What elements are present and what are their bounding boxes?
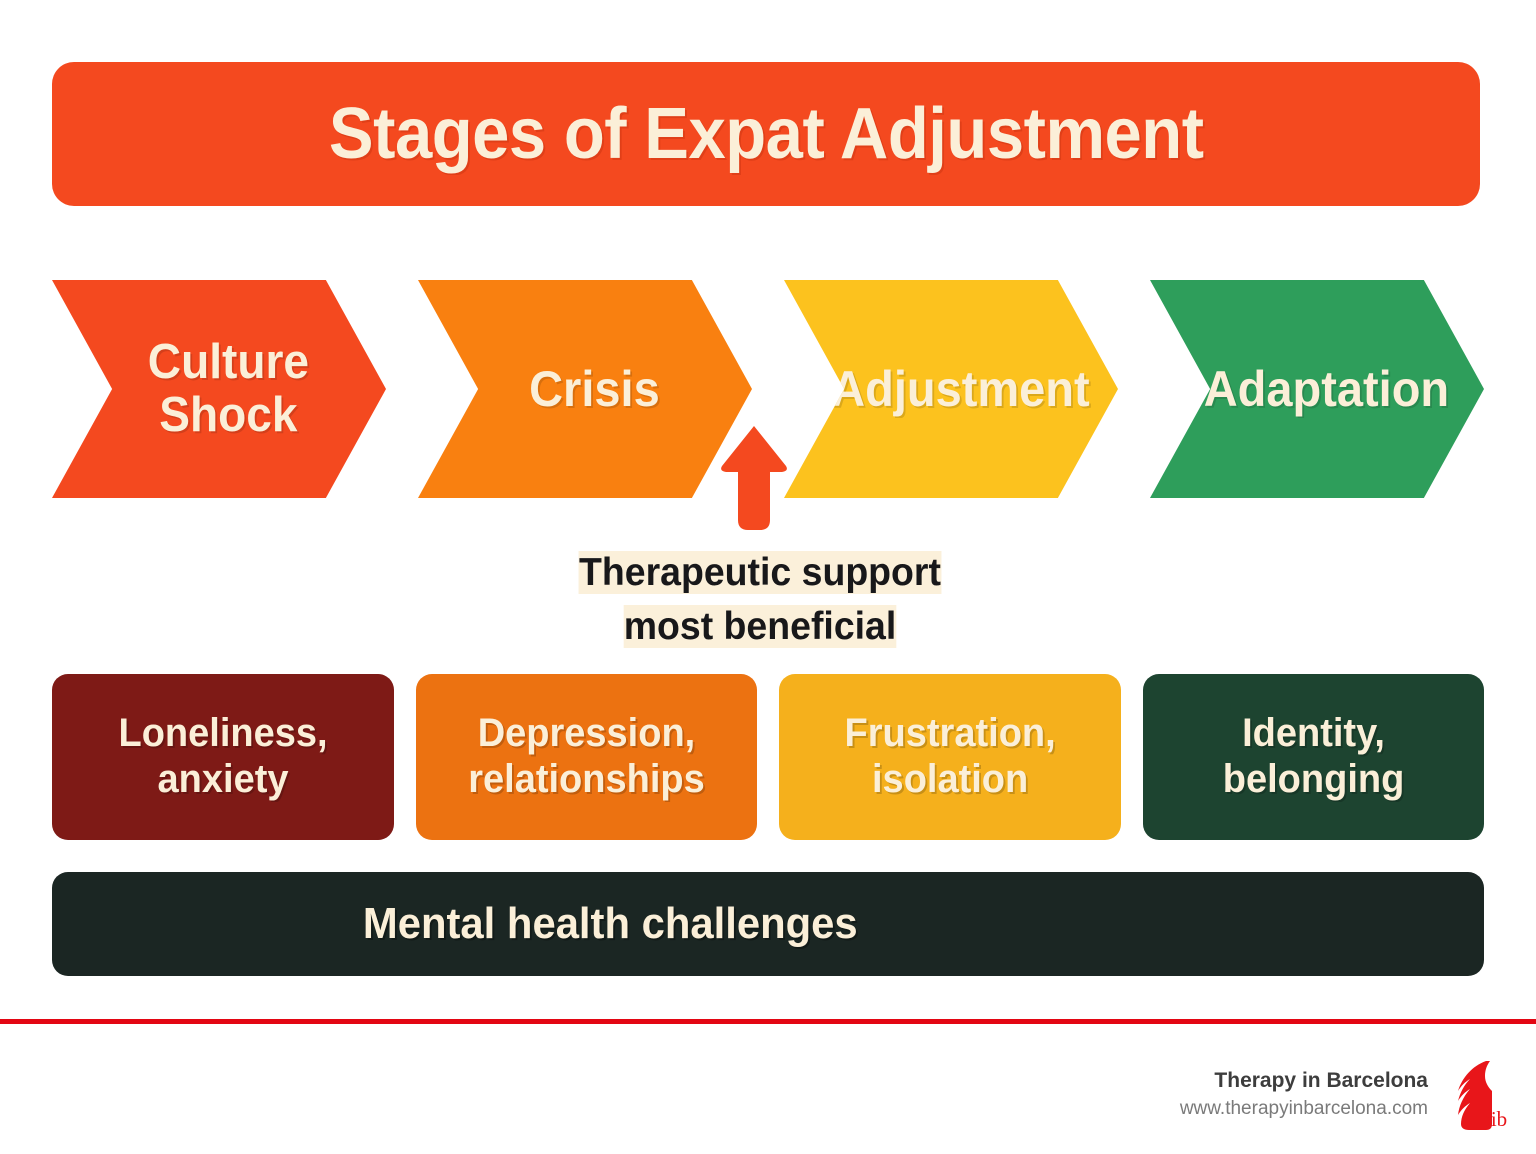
page-title: Stages of Expat Adjustment [328, 94, 1204, 174]
stage-chevron-adaptation[interactable]: Adaptation [1150, 280, 1484, 498]
stage-label-culture-shock: Culture Shock [147, 335, 310, 442]
support-caption-line1: Therapeutic support [579, 551, 941, 594]
brand-footer: Therapy in Barcelona www.therapyinbarcel… [1180, 1058, 1508, 1132]
mental-health-label: Mental health challenges [362, 899, 858, 948]
challenge-card-depression-relationships[interactable]: Depression, relationships [415, 674, 757, 840]
mental-health-summary-bar: Mental health challenges [52, 872, 1484, 976]
challenge-label-frustration-isolation: Frustration, isolation [844, 711, 1056, 801]
footer-divider [0, 1019, 1536, 1024]
challenge-card-loneliness-anxiety[interactable]: Loneliness, anxiety [52, 674, 394, 840]
therapeutic-support-arrow-icon [718, 424, 790, 534]
title-banner: Stages of Expat Adjustment [52, 62, 1480, 206]
stages-row: Culture Shock Crisis Adjustment Adaptation [52, 280, 1484, 498]
stage-chevron-crisis[interactable]: Crisis [418, 280, 752, 498]
brand-logo-wrap: tib [1442, 1058, 1508, 1132]
support-caption-line2: most beneficial [623, 604, 897, 648]
challenge-label-identity-belonging: Identity, belonging [1222, 711, 1405, 801]
brand-name: Therapy in Barcelona [1214, 1069, 1428, 1093]
therapeutic-support-caption: Therapeutic support most beneficial [443, 546, 1077, 654]
brand-text-block: Therapy in Barcelona www.therapyinbarcel… [1180, 1068, 1428, 1122]
stage-label-adjustment: Adjustment [831, 361, 1090, 417]
challenge-card-frustration-isolation[interactable]: Frustration, isolation [779, 674, 1121, 840]
stage-label-crisis: Crisis [529, 361, 660, 417]
stage-chevron-culture-shock[interactable]: Culture Shock [52, 280, 386, 498]
stage-chevron-adjustment[interactable]: Adjustment [784, 280, 1118, 498]
challenge-label-depression-relationships: Depression, relationships [467, 711, 705, 801]
challenge-card-identity-belonging[interactable]: Identity, belonging [1142, 674, 1484, 840]
stage-label-adaptation: Adaptation [1203, 361, 1450, 417]
challenge-label-loneliness-anxiety: Loneliness, anxiety [118, 711, 328, 801]
svg-text:tib: tib [1485, 1107, 1507, 1131]
brand-url[interactable]: www.therapyinbarcelona.com [1179, 1098, 1428, 1120]
challenges-row: Loneliness, anxiety Depression, relationshi… [52, 674, 1484, 840]
